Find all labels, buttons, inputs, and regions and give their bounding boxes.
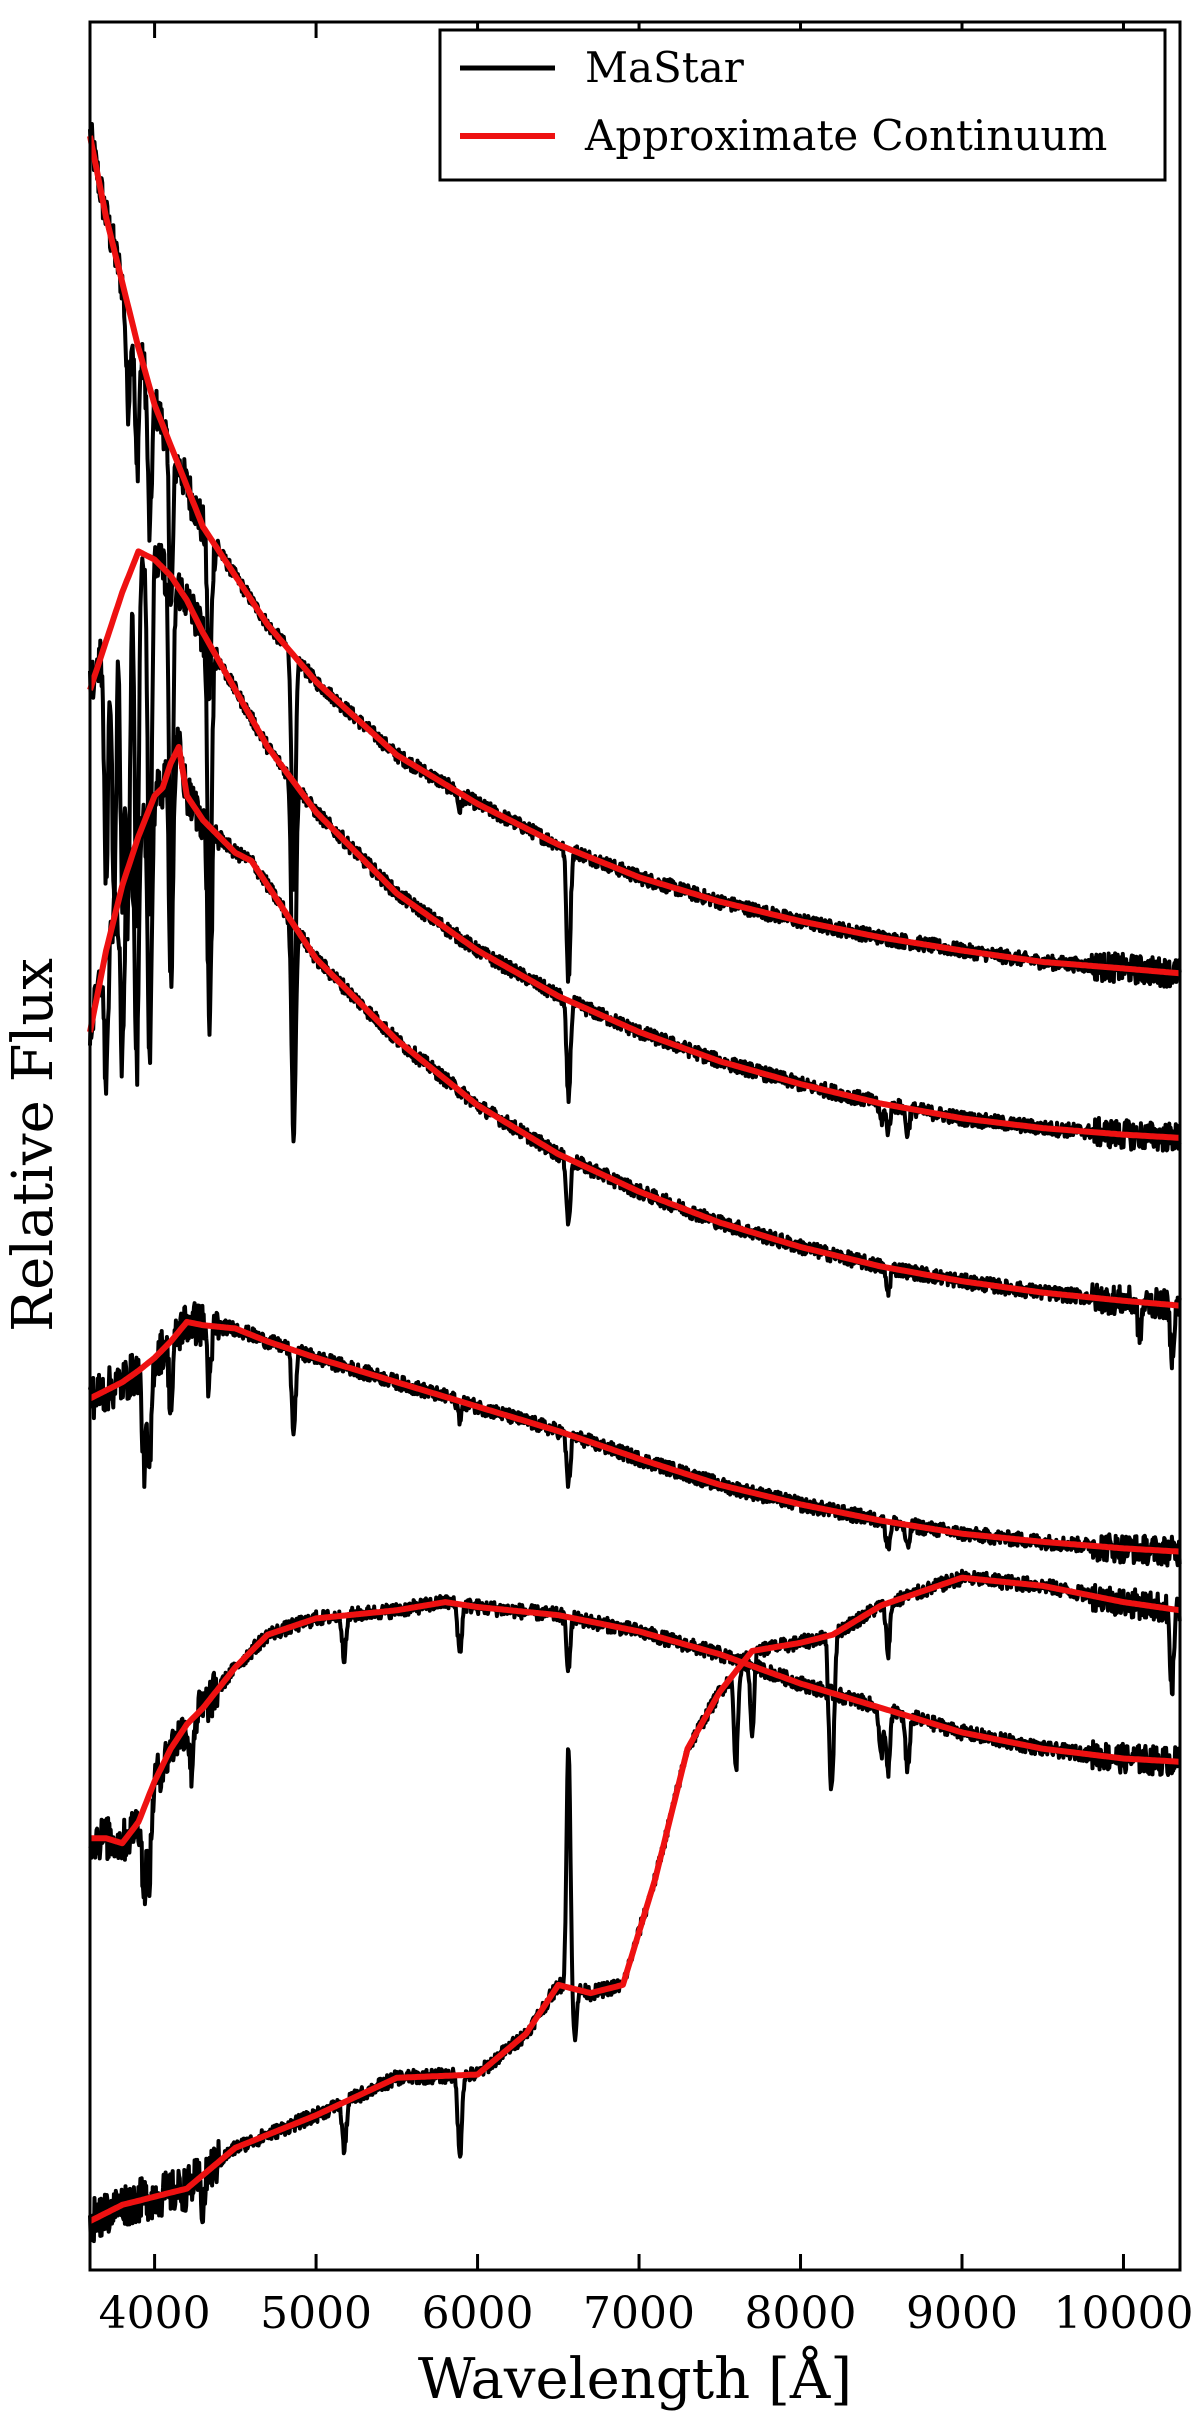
continuum-line-4 xyxy=(88,1318,1182,1555)
mastar-spectrum-4 xyxy=(88,1301,1182,1568)
continuum-line-1 xyxy=(87,135,1182,977)
mastar-spectrum-3 xyxy=(88,726,1182,1371)
x-axis-label: Wavelength [Å] xyxy=(418,2345,852,2412)
continuum-line-3 xyxy=(87,743,1182,1309)
continuum-layer xyxy=(87,135,1182,2224)
continuum-line-2 xyxy=(87,548,1182,1141)
y-axis-label: Relative Flux xyxy=(1,958,66,1332)
plot-frame xyxy=(88,20,1182,2272)
x-tick-layer: 4000 5000 6000 7000 8000 9000 10000 xyxy=(99,22,1193,2339)
legend-label-continuum: Approximate Continuum xyxy=(584,111,1107,160)
x-tick-label-4000: 4000 xyxy=(99,2288,211,2339)
x-tick-label-6000: 6000 xyxy=(422,2288,534,2339)
mastar-spectra-layer xyxy=(88,122,1182,2244)
x-tick-label-10000: 10000 xyxy=(1053,2288,1193,2339)
legend: MaStar Approximate Continuum xyxy=(438,28,1167,182)
x-tick-label-9000: 9000 xyxy=(906,2288,1018,2339)
continuum-line-5 xyxy=(88,1599,1182,1847)
continuum-line-6 xyxy=(88,1574,1182,2224)
x-tick-label-5000: 5000 xyxy=(260,2288,372,2339)
x-tick-label-8000: 8000 xyxy=(745,2288,857,2339)
x-tick-label-7000: 7000 xyxy=(583,2288,695,2339)
mastar-spectrum-2 xyxy=(88,542,1182,1153)
legend-label-mastar: MaStar xyxy=(585,43,745,92)
legend-box xyxy=(438,28,1167,182)
mastar-spectrum-5 xyxy=(88,1594,1182,1907)
